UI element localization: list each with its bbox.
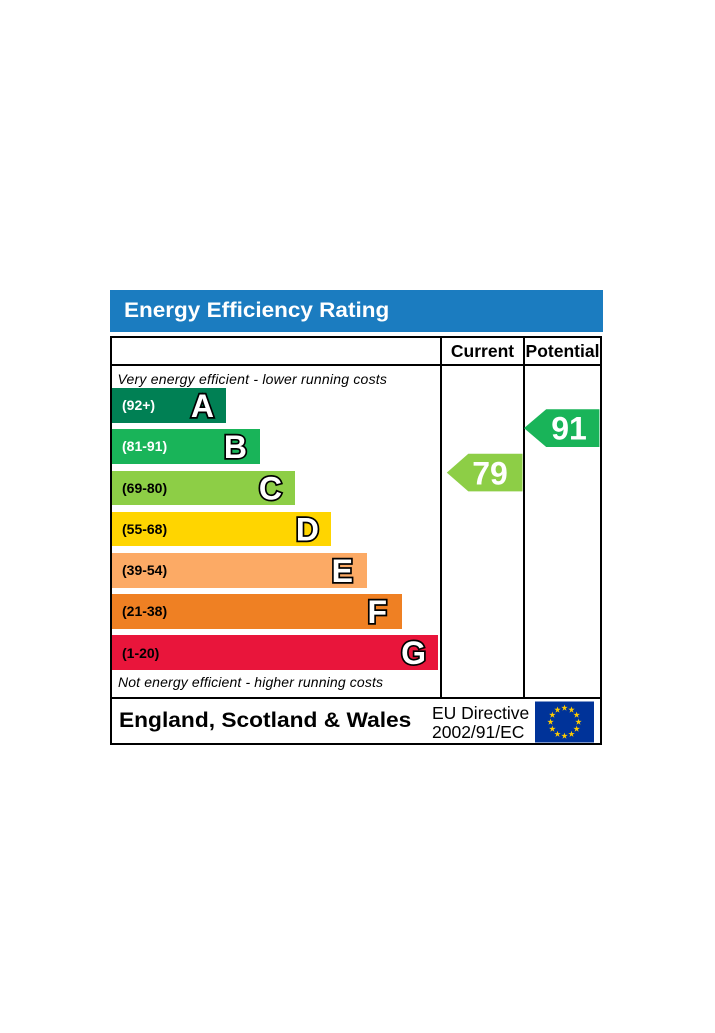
svg-text:D: D	[296, 512, 319, 548]
svg-text:F: F	[367, 594, 387, 630]
svg-text:G: G	[401, 635, 426, 671]
svg-text:B: B	[224, 429, 247, 465]
svg-text:E: E	[332, 553, 353, 589]
svg-text:C: C	[259, 470, 282, 506]
svg-text:79: 79	[472, 456, 508, 492]
svg-text:A: A	[191, 388, 214, 424]
svg-text:91: 91	[551, 411, 587, 447]
